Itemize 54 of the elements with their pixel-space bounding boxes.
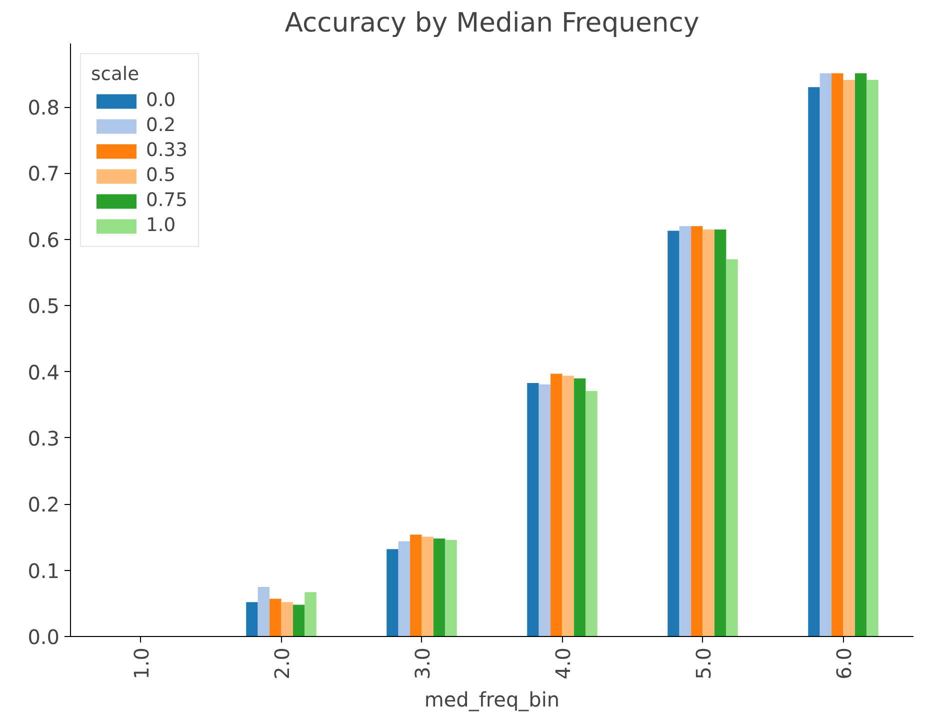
x-tick-label: 1.0 <box>129 647 154 680</box>
bar <box>702 229 714 636</box>
legend-title: scale <box>91 64 140 85</box>
bar <box>843 80 855 636</box>
y-tick-label: 0.2 <box>28 492 60 517</box>
legend-label: 1.0 <box>146 215 176 236</box>
x-tick-label: 6.0 <box>832 647 856 680</box>
bar <box>398 541 410 636</box>
bar <box>422 536 434 636</box>
y-tick-label: 0.5 <box>28 294 60 318</box>
bar <box>410 534 422 636</box>
y-tick-label: 0.4 <box>28 360 60 384</box>
y-tick-label: 0.0 <box>28 625 60 649</box>
bar <box>691 226 703 636</box>
bar <box>668 230 680 636</box>
legend-label: 0.5 <box>146 165 176 186</box>
bar <box>562 376 574 636</box>
bar <box>527 383 539 636</box>
bar <box>574 378 586 636</box>
bar <box>386 549 398 636</box>
bar <box>246 602 258 636</box>
y-tick-label: 0.6 <box>28 228 60 252</box>
legend-label: 0.75 <box>146 190 188 211</box>
bar <box>832 73 844 636</box>
x-tick-label: 2.0 <box>270 647 294 680</box>
x-tick-label: 3.0 <box>410 647 434 680</box>
bar <box>445 540 457 636</box>
bar <box>550 374 562 636</box>
bar <box>820 73 832 636</box>
legend-label: 0.33 <box>146 140 188 161</box>
bar <box>726 259 738 636</box>
chart-title: Accuracy by Median Frequency <box>284 8 700 38</box>
bar <box>679 226 692 636</box>
bar <box>292 604 305 636</box>
legend-label: 0.0 <box>146 90 176 111</box>
bar <box>808 87 820 636</box>
x-axis-title: med_freq_bin <box>424 687 560 712</box>
bar <box>538 384 551 636</box>
bar <box>433 538 446 636</box>
bar <box>854 73 867 636</box>
bar <box>304 592 316 636</box>
y-tick-label: 0.7 <box>28 162 60 186</box>
y-tick-label: 0.8 <box>28 96 60 120</box>
y-tick-label: 0.3 <box>28 426 60 450</box>
bar <box>714 229 726 636</box>
x-tick-label: 4.0 <box>550 647 575 680</box>
y-tick-label: 0.1 <box>28 558 60 583</box>
x-tick-label: 5.0 <box>691 647 716 680</box>
bar <box>586 390 598 636</box>
bar <box>866 80 878 636</box>
bar <box>270 598 282 636</box>
legend-label: 0.2 <box>146 115 176 136</box>
bar <box>258 586 270 636</box>
bar <box>281 602 293 636</box>
